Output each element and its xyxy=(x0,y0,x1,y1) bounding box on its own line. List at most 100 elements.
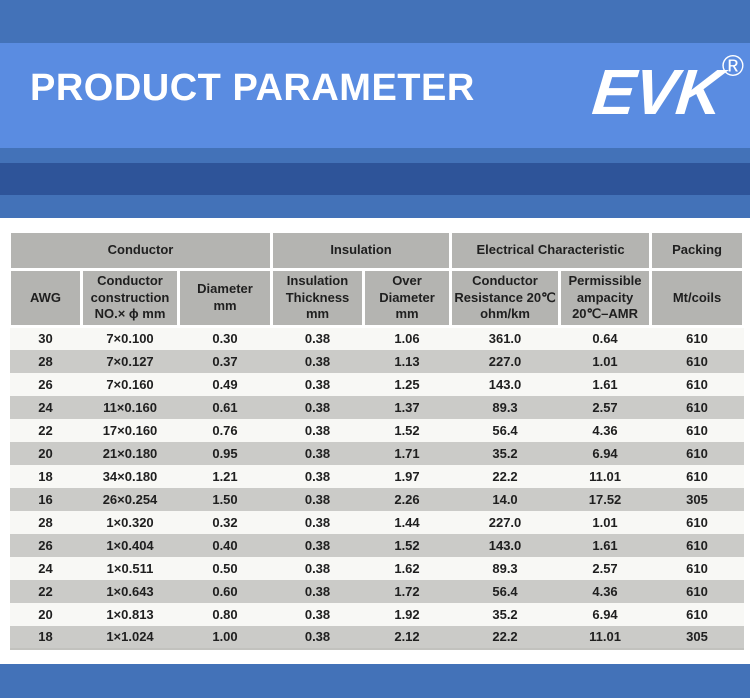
column-header-insulation-thickness: Insulation Thickness mm xyxy=(270,268,365,328)
table-cell: 1.00 xyxy=(178,625,272,650)
table-cell: 305 xyxy=(650,625,744,650)
table-cell: 7×0.160 xyxy=(81,372,179,396)
table-cell: 227.0 xyxy=(450,349,560,373)
table-cell: 610 xyxy=(650,349,744,373)
table-cell: 1.71 xyxy=(363,441,451,465)
table-cell: 26 xyxy=(9,372,82,396)
table-cell: 6.94 xyxy=(559,602,651,626)
table-cell: 1.61 xyxy=(559,533,651,557)
table-cell: 1.72 xyxy=(363,579,451,603)
spacer xyxy=(0,218,750,230)
banner-stripe-bottom xyxy=(0,195,750,218)
table-cell: 1.01 xyxy=(559,349,651,373)
footer-stripe xyxy=(0,664,750,698)
banner-stripe-dark xyxy=(0,163,750,195)
column-header-mt-coils: Mt/coils xyxy=(649,268,746,328)
table-cell: 24 xyxy=(9,395,82,419)
table-cell: 1.06 xyxy=(363,326,451,350)
column-header-row: AWG Conductor construction NO.× ϕ mm Dia… xyxy=(8,268,746,328)
table-cell: 0.76 xyxy=(178,418,272,442)
table-cell: 0.38 xyxy=(271,326,364,350)
group-header-packing: Packing xyxy=(649,230,746,271)
table-cell: 56.4 xyxy=(450,418,560,442)
table-cell: 1×0.643 xyxy=(81,579,179,603)
column-header-diameter: Diameter mm xyxy=(177,268,273,328)
table-cell: 0.38 xyxy=(271,487,364,511)
table-cell: 1×0.511 xyxy=(81,556,179,580)
page-title: PRODUCT PARAMETER xyxy=(30,67,475,109)
table-row: 18 34×0.180 1.21 0.38 1.97 22.2 11.01 610 xyxy=(9,464,744,488)
table-cell: 1.44 xyxy=(363,510,451,534)
table-cell: 1×1.024 xyxy=(81,625,179,650)
table-cell: 26×0.254 xyxy=(81,487,179,511)
table-cell: 0.38 xyxy=(271,395,364,419)
table-cell: 2.12 xyxy=(363,625,451,650)
table-row: 22 1×0.643 0.60 0.38 1.72 56.4 4.36 610 xyxy=(9,579,744,603)
table-cell: 610 xyxy=(650,556,744,580)
table-cell: 26 xyxy=(9,533,82,557)
table-cell: 30 xyxy=(9,326,82,350)
brand-logo: EVK ® xyxy=(590,51,744,128)
table-cell: 1×0.813 xyxy=(81,602,179,626)
table-cell: 143.0 xyxy=(450,372,560,396)
banner: PRODUCT PARAMETER EVK ® xyxy=(0,43,750,148)
table-cell: 0.38 xyxy=(271,372,364,396)
table-cell: 2.57 xyxy=(559,395,651,419)
table-cell: 0.38 xyxy=(271,602,364,626)
table-cell: 7×0.127 xyxy=(81,349,179,373)
table-cell: 56.4 xyxy=(450,579,560,603)
table-cell: 227.0 xyxy=(450,510,560,534)
table-body: 30 7×0.100 0.30 0.38 1.06 361.0 0.64 610 28 7×0.1… xyxy=(9,326,744,650)
table-cell: 18 xyxy=(9,625,82,650)
column-header-conductor-resistance: Conductor Resistance 20℃ ohm/km xyxy=(449,268,562,328)
group-header-insulation: Insulation xyxy=(269,230,453,271)
table-row: 26 1×0.404 0.40 0.38 1.52 143.0 1.61 610 xyxy=(9,533,744,557)
table-cell: 11.01 xyxy=(559,625,651,650)
table-cell: 1.21 xyxy=(178,464,272,488)
table-row: 24 1×0.511 0.50 0.38 1.62 89.3 2.57 610 xyxy=(9,556,744,580)
table-cell: 305 xyxy=(650,487,744,511)
table-cell: 1.25 xyxy=(363,372,451,396)
table-cell: 2.57 xyxy=(559,556,651,580)
table-cell: 24 xyxy=(9,556,82,580)
table-cell: 18 xyxy=(9,464,82,488)
table-cell: 34×0.180 xyxy=(81,464,179,488)
table-cell: 610 xyxy=(650,464,744,488)
table-row: 20 1×0.813 0.80 0.38 1.92 35.2 6.94 610 xyxy=(9,602,744,626)
banner-top-stripe xyxy=(0,0,750,43)
table-header: Conductor Insulation Electrical Characte… xyxy=(8,230,746,328)
table-row: 28 7×0.127 0.37 0.38 1.13 227.0 1.01 610 xyxy=(9,349,744,373)
table-cell: 1.13 xyxy=(363,349,451,373)
table-cell: 0.38 xyxy=(271,556,364,580)
table-cell: 14.0 xyxy=(450,487,560,511)
table-cell: 0.38 xyxy=(271,625,364,650)
table-cell: 0.38 xyxy=(271,349,364,373)
table-cell: 20 xyxy=(9,441,82,465)
table-cell: 1.62 xyxy=(363,556,451,580)
table-cell: 0.64 xyxy=(559,326,651,350)
table-cell: 0.32 xyxy=(178,510,272,534)
table-cell: 22.2 xyxy=(450,464,560,488)
table-cell: 1.50 xyxy=(178,487,272,511)
table-cell: 11.01 xyxy=(559,464,651,488)
table-cell: 1×0.404 xyxy=(81,533,179,557)
banner-stripe-medium xyxy=(0,148,750,163)
table-cell: 0.38 xyxy=(271,441,364,465)
table-cell: 610 xyxy=(650,372,744,396)
table-cell: 89.3 xyxy=(450,556,560,580)
table-cell: 2.26 xyxy=(363,487,451,511)
table-cell: 610 xyxy=(650,510,744,534)
table-cell: 610 xyxy=(650,441,744,465)
column-header-over-diameter: Over Diameter mm xyxy=(361,268,453,328)
table-row: 30 7×0.100 0.30 0.38 1.06 361.0 0.64 610 xyxy=(9,326,744,350)
table-row: 20 21×0.180 0.95 0.38 1.71 35.2 6.94 610 xyxy=(9,441,744,465)
table-cell: 1.01 xyxy=(559,510,651,534)
table-cell: 610 xyxy=(650,326,744,350)
table-cell: 6.94 xyxy=(559,441,651,465)
table-row: 22 17×0.160 0.76 0.38 1.52 56.4 4.36 610 xyxy=(9,418,744,442)
table-cell: 4.36 xyxy=(559,579,651,603)
table-cell: 0.60 xyxy=(178,579,272,603)
table-row: 18 1×1.024 1.00 0.38 2.12 22.2 11.01 305 xyxy=(9,625,744,650)
table-cell: 89.3 xyxy=(450,395,560,419)
table-cell: 0.38 xyxy=(271,533,364,557)
